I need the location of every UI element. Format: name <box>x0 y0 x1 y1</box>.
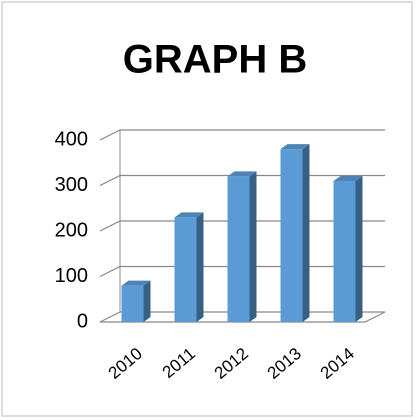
grid-line <box>99 129 385 141</box>
bar-top <box>280 144 310 150</box>
bar <box>333 175 363 322</box>
y-tick-label: 400 <box>55 128 88 150</box>
bar-side <box>249 171 257 322</box>
bar-top <box>227 171 257 177</box>
bar-front <box>333 180 356 322</box>
y-tick-label: 100 <box>55 265 88 287</box>
bar-front <box>227 176 250 322</box>
bar <box>121 280 151 322</box>
bar <box>280 144 310 322</box>
bar-front <box>174 217 197 322</box>
bar-front <box>280 149 303 322</box>
bar-top <box>121 280 151 286</box>
bar-side <box>196 212 204 322</box>
y-tick-label: 300 <box>55 174 88 196</box>
bar-front <box>121 285 144 322</box>
y-tick-label: 200 <box>55 219 88 241</box>
bar-side <box>302 144 310 322</box>
y-tick-label: 0 <box>77 310 88 332</box>
bar-top <box>174 212 204 218</box>
bar <box>227 171 257 322</box>
chart-title: GRAPH B <box>123 38 307 82</box>
bar-side <box>143 280 151 322</box>
bar-top <box>333 175 363 181</box>
bar-side <box>355 175 363 322</box>
bar <box>174 212 204 322</box>
